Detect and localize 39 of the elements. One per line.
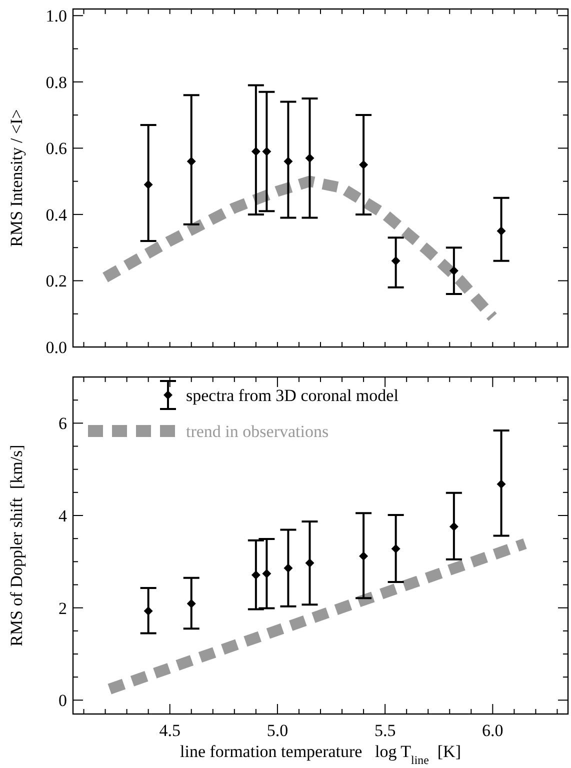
- point: [359, 552, 368, 561]
- x-tick-label: 5.0: [266, 721, 288, 740]
- x-axis-title: line formation temperature log T$_{line}$ [K]: [180, 742, 461, 767]
- y-tick-label: 0.6: [46, 139, 67, 158]
- point: [305, 154, 314, 163]
- y-tick-label: 0.2: [46, 272, 67, 291]
- y-tick-label: 6: [58, 414, 67, 434]
- point: [186, 156, 196, 166]
- point: [496, 226, 506, 236]
- point: [391, 256, 400, 266]
- point: [144, 606, 153, 616]
- y-axis-title: RMS of Doppler shift [km/s]: [7, 444, 26, 646]
- x-tick-label: 6.0: [482, 721, 504, 740]
- point: [284, 156, 293, 166]
- point: [186, 599, 196, 608]
- text: trend in observations: [186, 422, 329, 441]
- point: [262, 569, 272, 578]
- legend-label: spectra from 3D coronal model: [186, 386, 399, 405]
- y-tick-label: 2: [58, 598, 67, 618]
- point: [391, 544, 400, 554]
- point: [251, 146, 260, 156]
- x-tick-label: 5.5: [374, 721, 396, 740]
- y-tick-label: 0: [58, 691, 67, 710]
- point: [284, 564, 293, 573]
- point: [262, 146, 272, 156]
- point: [496, 480, 506, 489]
- y-tick-label: 0.4: [46, 205, 68, 224]
- y-tick-label: 4: [58, 506, 68, 526]
- point: [449, 266, 458, 276]
- point: [305, 558, 314, 568]
- point: [359, 160, 368, 170]
- x-tick-label: 4.5: [159, 721, 180, 740]
- y-axis-title: RMS Intensity / <I>: [7, 109, 26, 247]
- y-tick-label: 0.0: [46, 338, 67, 357]
- y-tick-label: 1.0: [46, 6, 67, 26]
- point: [251, 570, 260, 580]
- y-tick-label: 0.8: [46, 72, 67, 92]
- point: [449, 522, 458, 532]
- point: [144, 180, 153, 190]
